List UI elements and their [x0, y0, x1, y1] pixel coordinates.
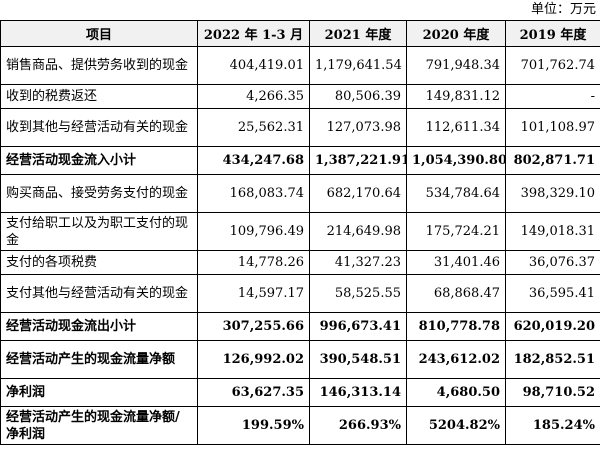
row-value: 4,680.50	[406, 378, 506, 407]
row-value: 127,073.98	[309, 108, 407, 147]
row-value: 175,724.21	[406, 212, 506, 251]
header-2022q1: 2022 年 1-3 月	[197, 20, 310, 47]
row-value: -	[505, 84, 600, 109]
row-value: 36,076.37	[505, 250, 600, 275]
table-header-row: 项目 2022 年 1-3 月 2021 年度 2020 年度 2019 年度	[0, 20, 600, 47]
table-row: 购买商品、接受劳务支付的现金 168,083.74 682,170.64 534,78…	[0, 174, 600, 213]
row-label: 经营活动产生的现金流量净额	[0, 340, 198, 379]
row-label: 收到其他与经营活动有关的现金	[0, 108, 198, 147]
row-value: 41,327.23	[309, 250, 407, 275]
row-value: 68,868.47	[406, 274, 506, 313]
row-value: 63,627.35	[197, 378, 310, 407]
table-row: 经营活动现金流出小计 307,255.66 996,673.41 810,778.78…	[0, 312, 600, 341]
row-value: 101,108.97	[505, 108, 600, 147]
table-row: 经营活动现金流入小计 434,247.68 1,387,221.91 1,054,39…	[0, 146, 600, 175]
table-row: 销售商品、提供劳务收到的现金 404,419.01 1,179,641.54 791,…	[0, 46, 600, 85]
row-value: 146,313.14	[309, 378, 407, 407]
row-label: 收到的税费返还	[0, 84, 198, 109]
row-value: 168,083.74	[197, 174, 310, 213]
row-value: 1,179,641.54	[309, 46, 407, 85]
row-value: 620,019.20	[505, 312, 600, 341]
table-row: 支付其他与经营活动有关的现金 14,597.17 58,525.55 68,868.4…	[0, 274, 600, 313]
row-value: 534,784.64	[406, 174, 506, 213]
row-label: 购买商品、接受劳务支付的现金	[0, 174, 198, 213]
row-value: 682,170.64	[309, 174, 407, 213]
row-value: 25,562.31	[197, 108, 310, 147]
row-value: 996,673.41	[309, 312, 407, 341]
row-value: 243,612.02	[406, 340, 506, 379]
row-value: 31,401.46	[406, 250, 506, 275]
row-value: 112,611.34	[406, 108, 506, 147]
row-label: 净利润	[0, 378, 198, 407]
unit-label: 单位：万元	[530, 2, 596, 17]
row-value: 126,992.02	[197, 340, 310, 379]
row-value: 5204.82%	[406, 406, 506, 445]
row-value: 404,419.01	[197, 46, 310, 85]
row-label: 支付给职工以及为职工支付的现金	[0, 212, 198, 251]
row-value: 80,506.39	[309, 84, 407, 109]
table-row: 收到的税费返还 4,266.35 80,506.39 149,831.12-	[0, 84, 600, 109]
row-value: 98,710.52	[505, 378, 600, 407]
row-value: 266.93%	[309, 406, 407, 445]
table-row: 经营活动产生的现金流量净额 126,992.02 390,548.51 243,612…	[0, 340, 600, 379]
row-value: 185.24%	[505, 406, 600, 445]
row-value: 390,548.51	[309, 340, 407, 379]
row-value: 398,329.10	[505, 174, 600, 213]
table-row: 支付的各项税费 14,778.26 41,327.23 31,401.46 36,076…	[0, 250, 600, 275]
row-value: 791,948.34	[406, 46, 506, 85]
row-label: 支付的各项税费	[0, 250, 198, 275]
row-value: 802,871.71	[505, 146, 600, 175]
header-2021: 2021 年度	[309, 20, 407, 47]
row-label: 经营活动产生的现金流量净额/净利润	[0, 406, 198, 445]
row-value: 307,255.66	[197, 312, 310, 341]
row-value: 810,778.78	[406, 312, 506, 341]
row-value: 14,597.17	[197, 274, 310, 313]
row-value: 149,831.12	[406, 84, 506, 109]
row-value: 1,054,390.80	[406, 146, 506, 175]
table-row: 支付给职工以及为职工支付的现金 109,796.49 214,649.98 175,7…	[0, 212, 600, 251]
row-value: 1,387,221.91	[309, 146, 407, 175]
row-value: 58,525.55	[309, 274, 407, 313]
header-2019: 2019 年度	[505, 20, 600, 47]
row-value: 149,018.31	[505, 212, 600, 251]
table-row: 净利润 63,627.35 146,313.14 4,680.50 98,710.52	[0, 378, 600, 407]
row-value: 199.59%	[197, 406, 310, 445]
header-2020: 2020 年度	[406, 20, 506, 47]
row-label: 经营活动现金流出小计	[0, 312, 198, 341]
row-value: 109,796.49	[197, 212, 310, 251]
row-value: 14,778.26	[197, 250, 310, 275]
cash-flow-table: 项目 2022 年 1-3 月 2021 年度 2020 年度 2019 年度 …	[0, 20, 600, 445]
table-row: 经营活动产生的现金流量净额/净利润 199.59% 266.93% 5204.82% 1…	[0, 406, 600, 445]
row-label: 支付其他与经营活动有关的现金	[0, 274, 198, 313]
row-value: 701,762.74	[505, 46, 600, 85]
row-value: 36,595.41	[505, 274, 600, 313]
row-label: 经营活动现金流入小计	[0, 146, 198, 175]
row-value: 182,852.51	[505, 340, 600, 379]
row-value: 4,266.35	[197, 84, 310, 109]
row-value: 214,649.98	[309, 212, 407, 251]
table-row: 收到其他与经营活动有关的现金 25,562.31 127,073.98 112,611…	[0, 108, 600, 147]
row-value: 434,247.68	[197, 146, 310, 175]
header-item: 项目	[0, 20, 198, 47]
row-label: 销售商品、提供劳务收到的现金	[0, 46, 198, 85]
